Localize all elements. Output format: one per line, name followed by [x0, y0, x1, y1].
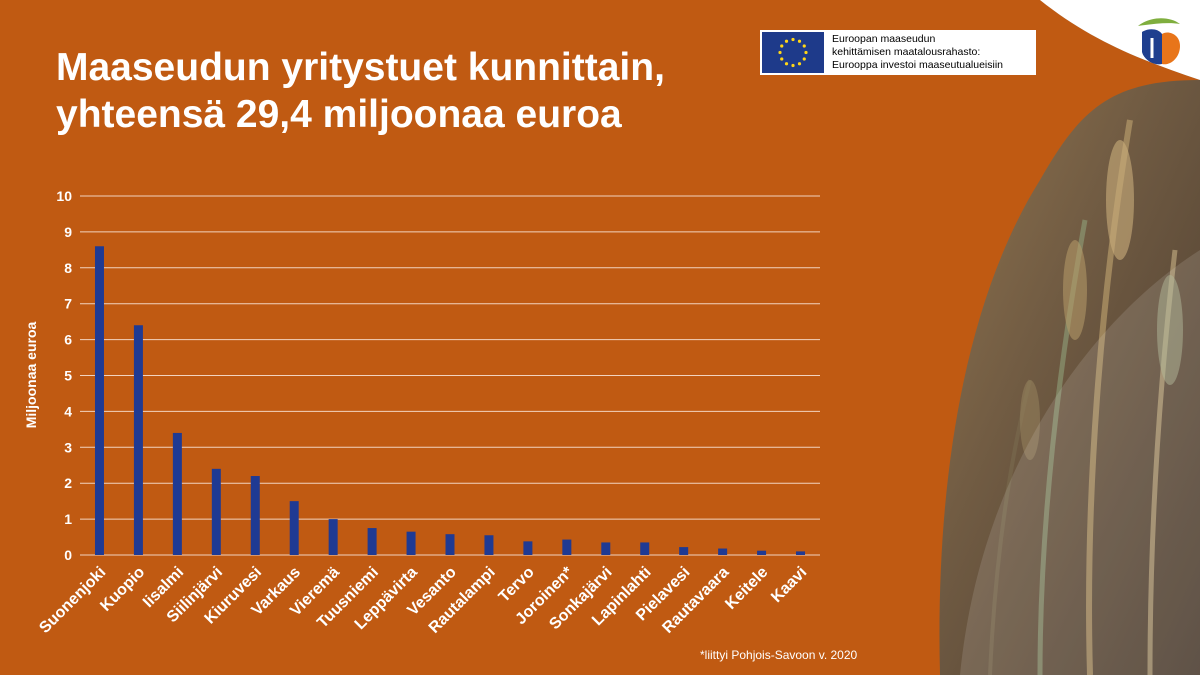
eu-text-line-2: kehittämisen maatalousrahasto:: [832, 46, 981, 58]
bar: [289, 501, 299, 555]
eu-star: [802, 44, 806, 48]
gridlines: [80, 195, 820, 556]
bar: [718, 548, 728, 555]
eu-star: [797, 39, 802, 43]
y-tick-label: 2: [64, 475, 72, 491]
eu-text-line-1: Euroopan maaseudun: [832, 33, 936, 45]
y-tick-label: 10: [56, 188, 72, 204]
chart-title: Maaseudun yritystuet kunnittain, yhteens…: [56, 44, 756, 138]
eu-star: [784, 62, 789, 66]
eu-star: [780, 44, 784, 48]
y-tick-label: 5: [64, 368, 72, 384]
bar: [796, 551, 806, 555]
eu-star: [791, 63, 795, 68]
rural-development-logo-icon: [1138, 18, 1180, 65]
y-tick-label: 1: [64, 511, 72, 527]
bars: [94, 246, 806, 555]
bar: [328, 519, 338, 555]
eu-star: [802, 57, 806, 61]
title-line-1: Maaseudun yritystuet kunnittain,: [56, 46, 665, 89]
y-axis-label: Miljoonaa euroa: [23, 322, 39, 429]
eu-star: [804, 50, 808, 55]
bar: [445, 534, 455, 555]
y-tick-label: 7: [64, 296, 72, 312]
title-line-2: yhteensä 29,4 miljoonaa euroa: [56, 93, 622, 136]
bar: [250, 476, 260, 555]
eu-funding-text: Euroopan maaseudun kehittämisen maatalou…: [832, 33, 1003, 72]
bar: [211, 468, 221, 555]
bar: [172, 432, 182, 555]
eu-star: [778, 50, 782, 55]
bar: [640, 542, 650, 555]
bar: [523, 541, 533, 555]
eu-flag-icon: [762, 32, 824, 73]
bar: [133, 325, 143, 555]
bar: [94, 246, 104, 555]
y-tick-label: 6: [64, 332, 72, 348]
footnote: *liittyi Pohjois-Savoon v. 2020: [700, 648, 858, 662]
x-tick-label: Kuopio: [97, 564, 148, 615]
bar: [562, 539, 572, 555]
eu-star: [784, 39, 789, 43]
eu-star: [797, 62, 802, 66]
eu-funding-logo: Euroopan maaseudun kehittämisen maatalou…: [760, 30, 1036, 75]
x-tick-labels: SuonenjokiKuopioIisalmiSiilinjärviKiuruv…: [36, 563, 810, 637]
eu-star: [791, 37, 795, 42]
eu-text-line-3: Eurooppa investoi maaseutualueisiin: [832, 59, 1004, 71]
bar: [757, 550, 767, 555]
y-tick-labels: 0 1 2 3 4 5 6 7 8 9 10: [56, 188, 72, 563]
y-tick-label: 8: [64, 260, 72, 276]
x-tick-label: Kaavi: [768, 564, 810, 606]
y-tick-label: 9: [64, 224, 72, 240]
bar: [601, 542, 611, 555]
y-tick-label: 3: [64, 439, 72, 455]
y-tick-label: 0: [64, 547, 72, 563]
bar: [406, 531, 416, 555]
y-tick-label: 4: [64, 403, 72, 419]
bar: [484, 535, 494, 555]
bar: [367, 528, 377, 555]
x-tick-label: Keitele: [722, 564, 771, 613]
bar: [679, 547, 689, 555]
eu-star: [780, 57, 784, 61]
